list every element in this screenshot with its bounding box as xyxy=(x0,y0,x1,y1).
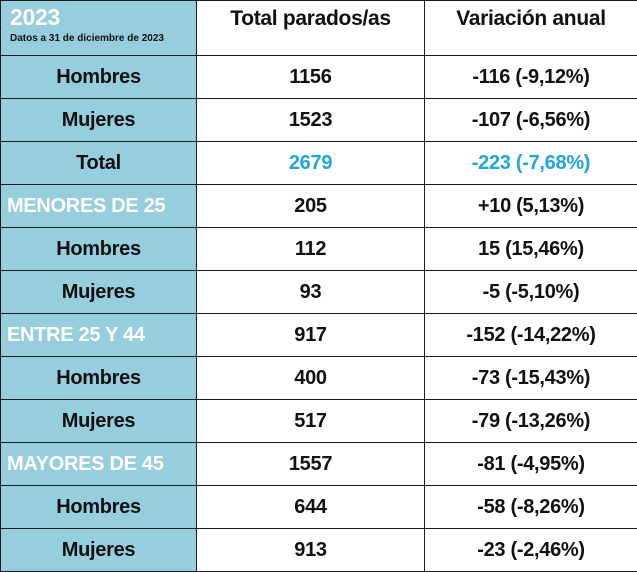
row-label: Mujeres xyxy=(1,529,197,572)
variation-cell: -58 (-8,26%) xyxy=(425,486,637,529)
header-row: 2023 Datos a 31 de diciembre de 2023 Tot… xyxy=(1,1,637,56)
total-cell: 913 xyxy=(197,529,425,572)
total-cell: 1156 xyxy=(197,56,425,99)
variation-cell: -152 (-14,22%) xyxy=(425,314,637,357)
table-row: Mujeres 913 -23 (-2,46%) xyxy=(1,529,637,572)
row-label: Hombres xyxy=(1,56,197,99)
column-header-variation: Variación anual xyxy=(425,1,637,56)
group-label: MENORES DE 25 xyxy=(1,185,197,228)
year-cell: 2023 Datos a 31 de diciembre de 2023 xyxy=(1,1,197,56)
row-label: Mujeres xyxy=(1,271,197,314)
table-row: Mujeres 93 -5 (-5,10%) xyxy=(1,271,637,314)
total-cell: 517 xyxy=(197,400,425,443)
total-cell: 93 xyxy=(197,271,425,314)
variation-cell: -107 (-6,56%) xyxy=(425,99,637,142)
total-cell: 917 xyxy=(197,314,425,357)
total-cell: 205 xyxy=(197,185,425,228)
table-row: Hombres 400 -73 (-15,43%) xyxy=(1,357,637,400)
table-row: Mujeres 517 -79 (-13,26%) xyxy=(1,400,637,443)
row-label: Hombres xyxy=(1,228,197,271)
row-label: Hombres xyxy=(1,486,197,529)
variation-cell: -116 (-9,12%) xyxy=(425,56,637,99)
table-row: Hombres 112 15 (15,46%) xyxy=(1,228,637,271)
table-row-group: ENTRE 25 Y 44 917 -152 (-14,22%) xyxy=(1,314,637,357)
table-row: Hombres 1156 -116 (-9,12%) xyxy=(1,56,637,99)
total-cell: 1557 xyxy=(197,443,425,486)
year-title: 2023 xyxy=(10,4,196,30)
variation-cell-highlight: -223 (-7,68%) xyxy=(425,142,637,185)
variation-cell: -73 (-15,43%) xyxy=(425,357,637,400)
variation-cell: -5 (-5,10%) xyxy=(425,271,637,314)
total-cell: 644 xyxy=(197,486,425,529)
row-label: Total xyxy=(1,142,197,185)
table-row: Mujeres 1523 -107 (-6,56%) xyxy=(1,99,637,142)
variation-cell: -81 (-4,95%) xyxy=(425,443,637,486)
table-row-total: Total 2679 -223 (-7,68%) xyxy=(1,142,637,185)
variation-cell: 15 (15,46%) xyxy=(425,228,637,271)
total-cell: 1523 xyxy=(197,99,425,142)
variation-cell: -79 (-13,26%) xyxy=(425,400,637,443)
total-cell-highlight: 2679 xyxy=(197,142,425,185)
group-label: ENTRE 25 Y 44 xyxy=(1,314,197,357)
variation-cell: -23 (-2,46%) xyxy=(425,529,637,572)
variation-cell: +10 (5,13%) xyxy=(425,185,637,228)
row-label: Mujeres xyxy=(1,400,197,443)
total-cell: 400 xyxy=(197,357,425,400)
date-note: Datos a 31 de diciembre de 2023 xyxy=(10,33,196,45)
group-label: MAYORES DE 45 xyxy=(1,443,197,486)
total-cell: 112 xyxy=(197,228,425,271)
row-label: Hombres xyxy=(1,357,197,400)
column-header-total: Total parados/as xyxy=(197,1,425,56)
table-row-group: MENORES DE 25 205 +10 (5,13%) xyxy=(1,185,637,228)
table-row: Hombres 644 -58 (-8,26%) xyxy=(1,486,637,529)
row-label: Mujeres xyxy=(1,99,197,142)
table-row-group: MAYORES DE 45 1557 -81 (-4,95%) xyxy=(1,443,637,486)
